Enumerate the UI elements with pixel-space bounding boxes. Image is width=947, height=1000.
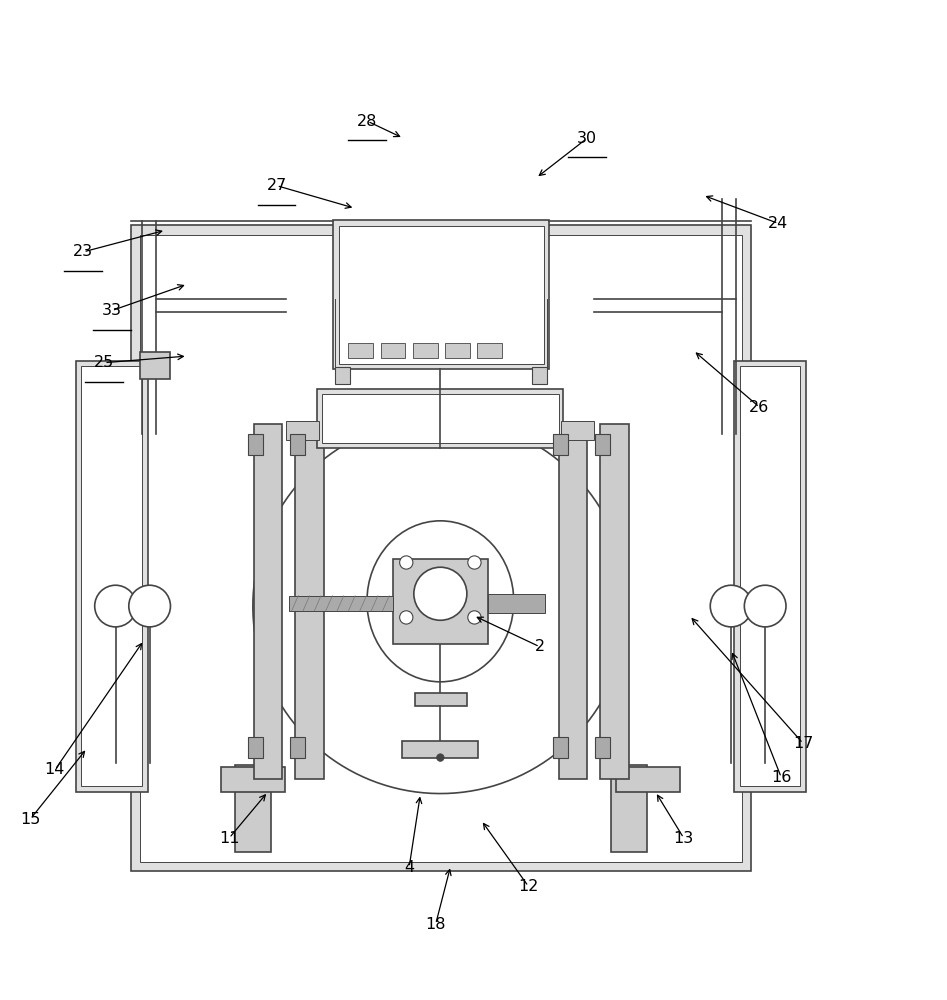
Bar (734, 361, 806, 792)
Text: 27: 27 (266, 178, 287, 193)
Bar (600, 424, 629, 779)
Bar (553, 737, 568, 758)
Text: 12: 12 (518, 879, 539, 894)
Bar (348, 343, 373, 358)
Circle shape (468, 556, 481, 569)
Text: 30: 30 (577, 131, 598, 146)
Text: 2: 2 (535, 639, 545, 654)
Bar (317, 389, 563, 448)
Circle shape (744, 585, 786, 627)
Circle shape (400, 611, 413, 624)
Bar (290, 434, 305, 455)
Bar (415, 693, 467, 706)
Bar (553, 434, 568, 455)
Text: 23: 23 (73, 244, 94, 259)
Bar (295, 424, 324, 779)
Bar (339, 226, 544, 364)
Bar (131, 225, 751, 871)
Bar (248, 737, 263, 758)
Polygon shape (253, 419, 628, 794)
Bar (402, 741, 478, 758)
Bar (559, 424, 587, 779)
Bar (445, 343, 470, 358)
Bar (322, 394, 559, 443)
Bar (140, 352, 170, 379)
Bar (477, 343, 502, 358)
Bar (286, 421, 319, 440)
Bar (81, 366, 142, 786)
Text: 14: 14 (45, 762, 65, 777)
Text: 28: 28 (357, 114, 378, 129)
Bar (413, 343, 438, 358)
Bar (140, 235, 742, 862)
Bar (235, 765, 271, 852)
Circle shape (129, 585, 170, 627)
Bar (289, 596, 393, 611)
Bar (290, 737, 305, 758)
Ellipse shape (367, 521, 513, 682)
Text: 11: 11 (219, 831, 240, 846)
Bar (595, 737, 610, 758)
Text: 26: 26 (749, 400, 770, 415)
Text: 24: 24 (768, 216, 789, 231)
Bar (740, 366, 800, 786)
Circle shape (95, 585, 136, 627)
Bar (561, 421, 594, 440)
Bar (393, 559, 488, 644)
Circle shape (400, 556, 413, 569)
Text: 33: 33 (101, 303, 122, 318)
Circle shape (710, 585, 752, 627)
Bar (254, 424, 282, 779)
Bar (488, 594, 545, 613)
Text: 17: 17 (793, 736, 813, 751)
Text: 25: 25 (94, 355, 115, 370)
Circle shape (437, 754, 444, 761)
Bar (221, 767, 285, 792)
Bar (611, 765, 647, 852)
Bar (381, 343, 405, 358)
Bar (595, 434, 610, 455)
Circle shape (414, 567, 467, 620)
Bar (76, 361, 148, 792)
Text: 4: 4 (404, 860, 414, 875)
Bar (532, 367, 547, 384)
Bar (335, 367, 350, 384)
Bar (248, 434, 263, 455)
Bar (333, 220, 549, 369)
Bar (616, 767, 680, 792)
Circle shape (468, 611, 481, 624)
Text: 13: 13 (673, 831, 694, 846)
Text: 16: 16 (771, 770, 792, 785)
Text: 18: 18 (425, 917, 446, 932)
Text: 15: 15 (20, 812, 41, 827)
